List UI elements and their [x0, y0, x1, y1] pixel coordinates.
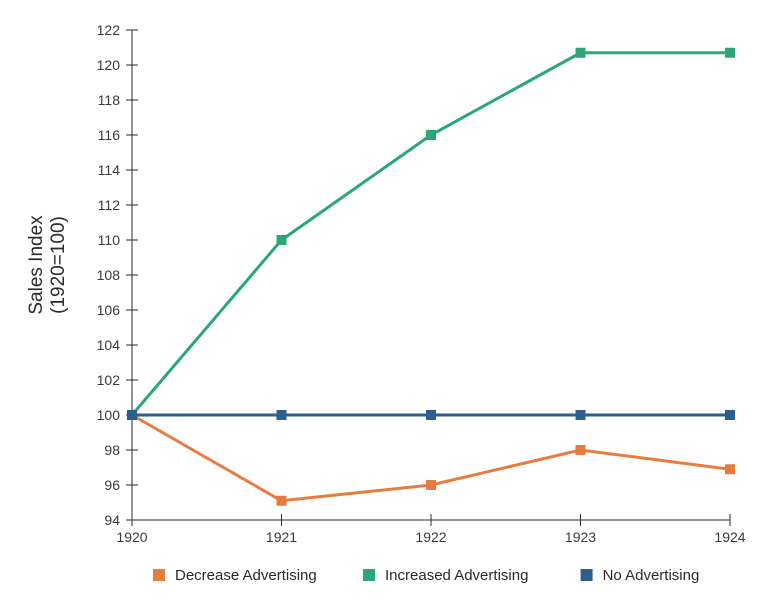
- legend-label: Decrease Advertising: [175, 567, 317, 584]
- series-marker: [426, 130, 436, 140]
- y-tick-label: 120: [97, 57, 121, 73]
- series-marker: [426, 480, 436, 490]
- x-tick-label: 1924: [714, 529, 745, 545]
- y-tick-label: 98: [104, 442, 120, 458]
- series-marker: [725, 464, 735, 474]
- y-tick-label: 102: [97, 372, 121, 388]
- sales-index-chart: 94 96 98 100 102 104 106 108 110 112 114 116 118 120 1…: [0, 0, 770, 613]
- series-marker: [277, 235, 287, 245]
- x-tick-label: 1920: [116, 529, 147, 545]
- y-axis-title-line1: Sales Index: [26, 215, 47, 315]
- legend-marker: [581, 569, 593, 581]
- series-marker: [277, 410, 287, 420]
- series-marker: [127, 410, 137, 420]
- y-tick-label: 94: [104, 512, 120, 528]
- y-tick-label: 116: [98, 127, 121, 143]
- series-marker: [725, 410, 735, 420]
- y-tick-label: 96: [104, 477, 120, 493]
- series-marker: [725, 48, 735, 58]
- y-tick-label: 110: [98, 232, 121, 248]
- x-tick-label: 1922: [415, 529, 446, 545]
- series-marker: [576, 48, 586, 58]
- series-marker: [576, 445, 586, 455]
- y-tick-label: 104: [97, 337, 121, 353]
- y-axis-title-line2: (1920=100): [48, 216, 69, 314]
- legend-label: Increased Advertising: [385, 567, 528, 584]
- y-tick-label: 106: [97, 302, 121, 318]
- y-tick-label: 114: [98, 162, 121, 178]
- y-tick-label: 112: [98, 197, 121, 213]
- legend-marker: [363, 569, 375, 581]
- y-tick-label: 100: [97, 407, 121, 423]
- x-tick-label: 1921: [266, 529, 297, 545]
- series-line: [132, 53, 730, 415]
- y-tick-label: 118: [98, 92, 121, 108]
- series-marker: [277, 496, 287, 506]
- series-marker: [426, 410, 436, 420]
- chart-canvas: 94 96 98 100 102 104 106 108 110 112 114 116 118 120 1…: [0, 0, 770, 613]
- y-tick-label: 122: [97, 22, 121, 38]
- x-tick-label: 1923: [565, 529, 596, 545]
- y-tick-label: 108: [97, 267, 121, 283]
- series-marker: [576, 410, 586, 420]
- legend-label: No Advertising: [603, 567, 700, 584]
- legend-marker: [153, 569, 165, 581]
